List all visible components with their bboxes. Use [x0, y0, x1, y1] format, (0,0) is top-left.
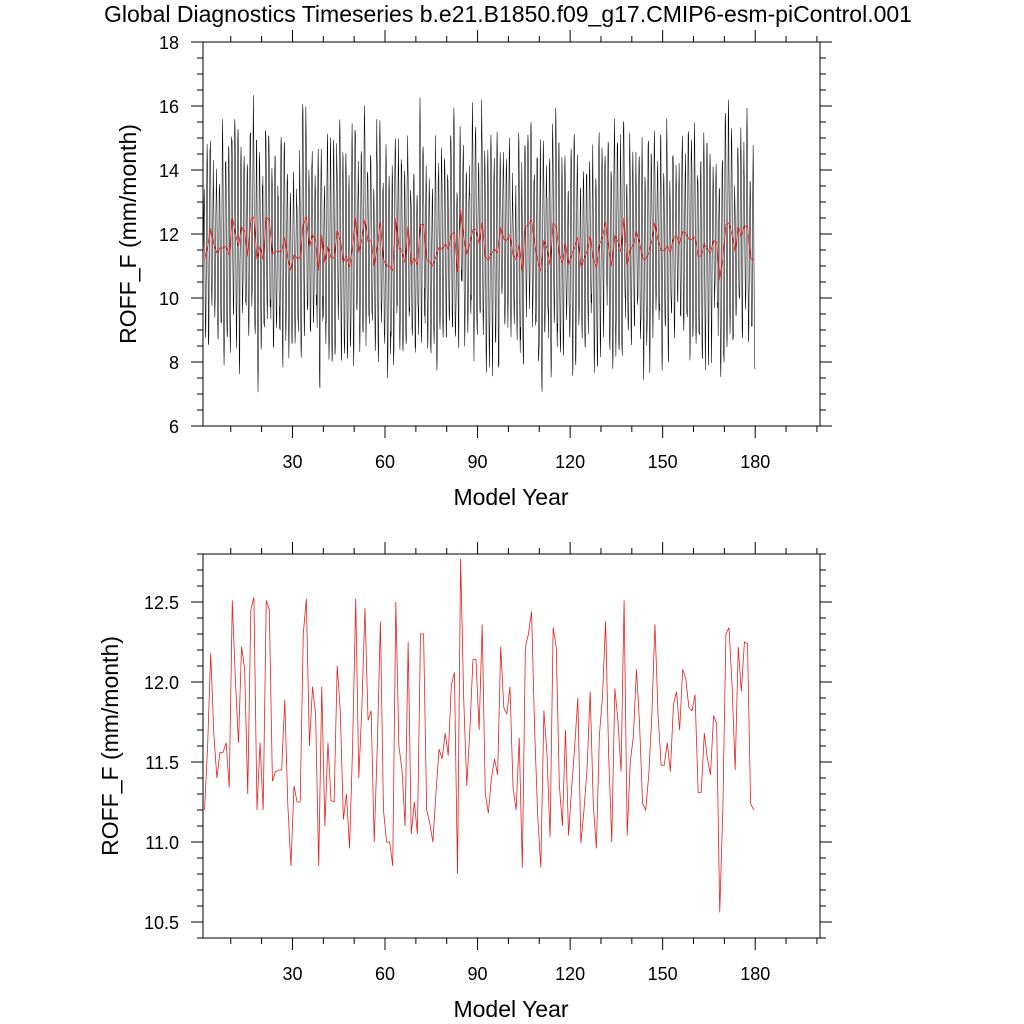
bottom-x-axis-label: Model Year: [453, 996, 568, 1022]
x-tick-label: 30: [282, 964, 302, 984]
x-tick-label: 60: [375, 452, 395, 472]
y-tick-label: 18: [159, 33, 179, 53]
monthly-series-line: [202, 95, 756, 393]
y-tick-label: 12: [159, 225, 179, 245]
bottom-y-axis-label: ROFF_F (mm/month): [97, 636, 123, 856]
bottom-axes: 30 60 90 120 150 180 10.5 11.0 11.5 12.0 12.5: [144, 542, 832, 984]
y-tick-label: 14: [159, 161, 179, 181]
top-series-layer: [202, 95, 756, 393]
top-x-axis-label: Model Year: [453, 484, 568, 510]
y-tick-label: 11.5: [145, 753, 179, 773]
bottom-panel: 30 60 90 120 150 180 10.5 11.0 11.5 12.0 12.5 Mode…: [97, 542, 832, 1022]
y-tick-label: 6: [169, 417, 179, 437]
top-axes: 30 60 90 120 150 180 6 8 10 12 14 16 18: [159, 30, 832, 472]
y-tick-label: 11.0: [145, 833, 179, 853]
annual-mean-line: [204, 209, 754, 281]
x-tick-label: 150: [648, 964, 678, 984]
chart-title: Global Diagnostics Timeseries b.e21.B185…: [104, 1, 912, 27]
y-tick-label: 12.0: [144, 673, 179, 693]
x-tick-label: 180: [740, 964, 770, 984]
x-tick-label: 150: [648, 452, 678, 472]
y-tick-label: 10: [159, 289, 179, 309]
top-y-axis-label: ROFF_F (mm/month): [115, 124, 141, 344]
x-tick-label: 120: [555, 452, 585, 472]
x-tick-label: 180: [740, 452, 770, 472]
x-tick-label: 120: [555, 964, 585, 984]
bottom-series-layer: [204, 558, 755, 913]
x-tick-label: 60: [375, 964, 395, 984]
y-tick-label: 12.5: [144, 593, 179, 613]
y-tick-label: 8: [169, 353, 179, 373]
y-tick-label: 10.5: [144, 913, 179, 933]
x-tick-label: 90: [468, 452, 488, 472]
x-tick-label: 30: [282, 452, 302, 472]
x-tick-label: 90: [468, 964, 488, 984]
annual-mean-line: [204, 558, 755, 913]
top-panel: 30 60 90 120 150 180 6 8 10 12 14 16 18 Model Year R…: [115, 30, 832, 510]
y-tick-label: 16: [159, 97, 179, 117]
top-plot-frame: [202, 41, 821, 427]
